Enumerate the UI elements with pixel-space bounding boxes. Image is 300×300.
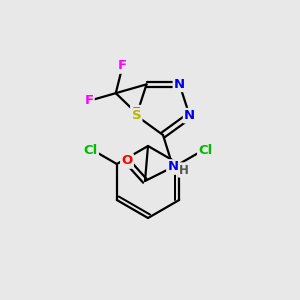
Text: F: F	[84, 94, 93, 107]
Text: Cl: Cl	[83, 143, 98, 157]
Text: N: N	[184, 109, 195, 122]
Text: S: S	[132, 109, 141, 122]
Text: F: F	[118, 59, 127, 73]
Text: N: N	[167, 160, 178, 173]
Text: F: F	[131, 106, 140, 119]
Text: O: O	[122, 154, 133, 167]
Text: N: N	[174, 78, 185, 91]
Text: H: H	[179, 164, 189, 176]
Text: Cl: Cl	[198, 143, 213, 157]
